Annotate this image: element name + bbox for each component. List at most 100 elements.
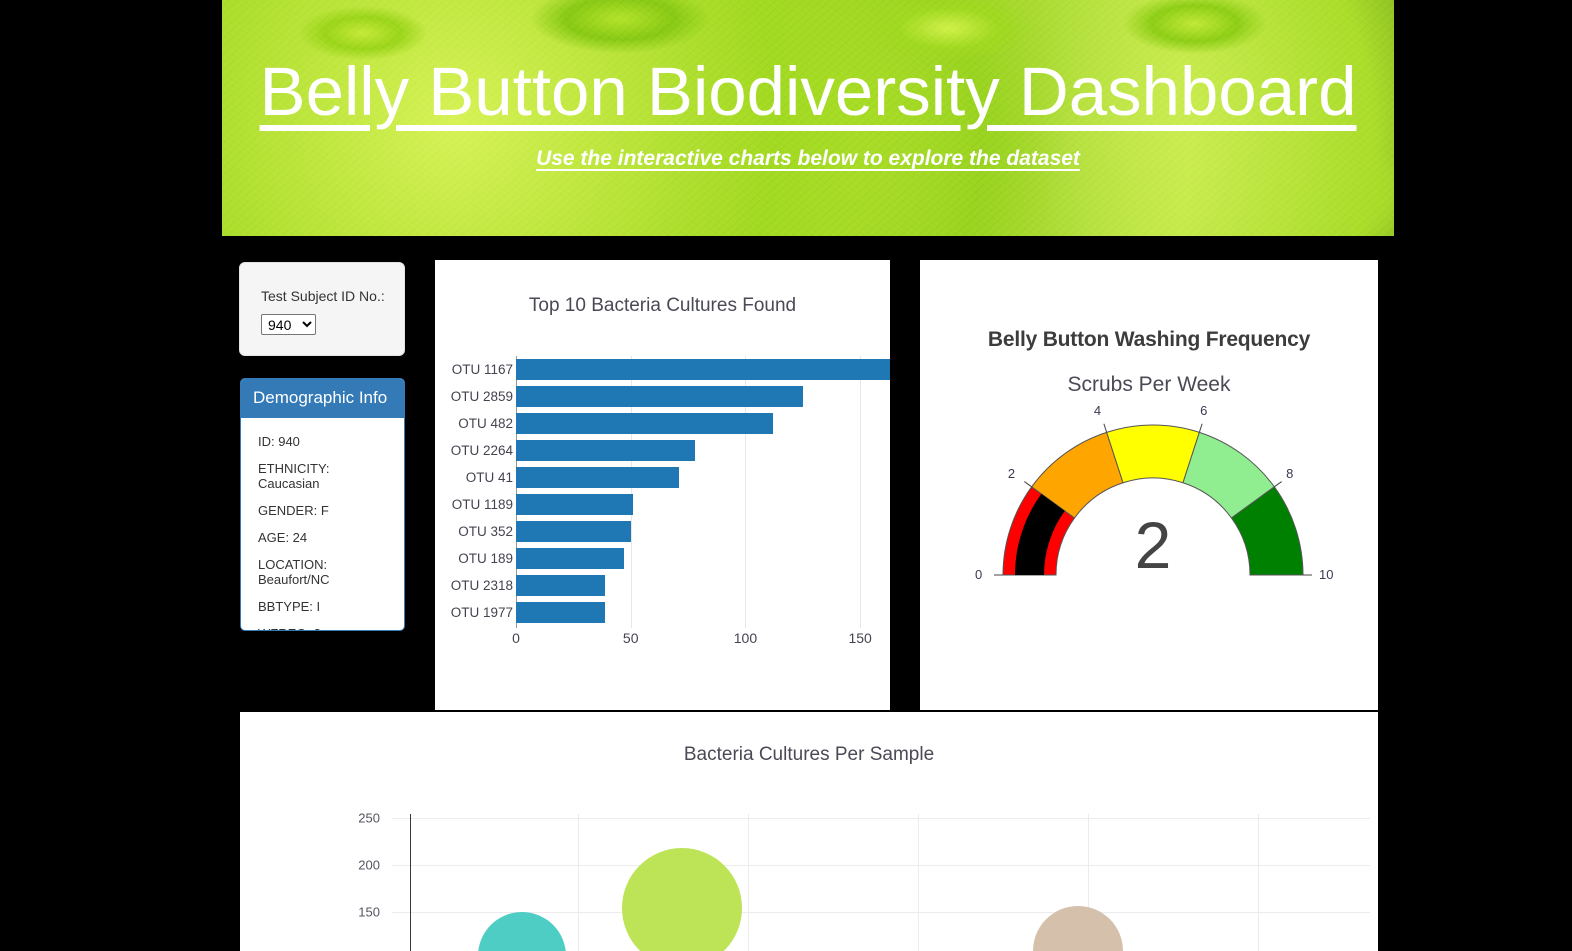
bar-category-label: OTU 2318 <box>450 578 513 593</box>
bar-segment[interactable] <box>516 386 803 407</box>
bubble-chart-title: Bacteria Cultures Per Sample <box>683 744 935 765</box>
bar-chart-title: Top 10 Bacteria Cultures Found <box>528 295 797 316</box>
bubble-y-tick-label: 150 <box>358 904 380 920</box>
bar-track <box>516 356 890 383</box>
gauge-tick-mark <box>1024 481 1032 488</box>
bar-track <box>516 599 890 626</box>
demographic-field: GENDER: F <box>258 503 329 518</box>
gauge-tick-label: 4 <box>1093 403 1102 419</box>
gauge-tick-mark <box>1274 481 1282 488</box>
bar-x-tick-label: 150 <box>848 630 872 646</box>
bar-track <box>516 410 890 437</box>
subject-id-select[interactable]: 940 <box>261 314 316 335</box>
bar-chart-bars: OTU 1167 OTU 2859 OTU 482 OTU 2264 OTU 41 OTU… <box>435 356 890 626</box>
gauge-tick-mark <box>1198 423 1203 433</box>
bubble-vertical-gridline <box>918 814 919 951</box>
bar-chart-row: OTU 1189 <box>435 491 890 518</box>
demographic-info-heading: Demographic Info <box>241 379 404 418</box>
bar-track <box>516 545 890 572</box>
bar-chart-panel: Top 10 Bacteria Cultures Found OTU 1167 O… <box>435 260 890 710</box>
bar-track <box>516 572 890 599</box>
bar-segment[interactable] <box>516 575 606 596</box>
bar-category-label: OTU 2859 <box>450 389 513 404</box>
demographic-field: WFREQ: 2 <box>258 626 390 630</box>
bar-category-label: OTU 1977 <box>450 605 513 620</box>
subject-selector-panel: Test Subject ID No.: 940 <box>239 262 405 356</box>
gauge-value-readout: 2 <box>1134 508 1172 582</box>
bar-category-label: OTU 41 <box>465 470 513 485</box>
bar-chart-row: OTU 2264 <box>435 437 890 464</box>
bar-category-label: OTU 189 <box>458 551 513 566</box>
bar-track <box>516 383 890 410</box>
gauge-tick-label: 6 <box>1200 403 1208 419</box>
bar-chart-row: OTU 2859 <box>435 383 890 410</box>
bar-x-tick-label: 100 <box>733 630 758 646</box>
bar-category-label: OTU 482 <box>458 416 513 431</box>
bar-track <box>516 464 890 491</box>
bar-chart-row: OTU 41 <box>435 464 890 491</box>
gauge-tick-label: 0 <box>975 567 983 582</box>
page-subtitle: Use the interactive charts below to expl… <box>536 147 1080 170</box>
bubble-gridline <box>392 818 1370 819</box>
subject-selector-label: Test Subject ID No.: <box>261 288 385 304</box>
gauge-chart-plot: 2 0 2 4 6 8 10 <box>975 403 1333 610</box>
gauge-tick-label: 10 <box>1319 567 1334 582</box>
gauge-chart-heading: Belly Button Washing Frequency <box>987 328 1311 351</box>
bar-segment[interactable] <box>516 413 773 434</box>
bubble-y-axis <box>410 814 411 951</box>
demographic-info-panel: Demographic Info ID: 940 ETHNICITY: Cauca… <box>240 378 405 631</box>
bubble-vertical-gridline <box>748 814 749 951</box>
gauge-chart-panel: Belly Button Washing Frequency Scrubs Pe… <box>920 260 1378 710</box>
bar-chart-row: OTU 1167 <box>435 356 890 383</box>
bar-segment[interactable] <box>516 548 624 569</box>
demographic-field: LOCATION: Beaufort/NC <box>258 557 330 587</box>
demographic-field: BBTYPE: I <box>258 599 321 614</box>
bar-track <box>516 437 890 464</box>
gauge-dial-icon <box>994 423 1312 576</box>
bar-segment[interactable] <box>516 440 695 461</box>
gauge-tick-label: 8 <box>1286 465 1294 481</box>
bar-chart-row: OTU 482 <box>435 410 890 437</box>
bar-chart-row: OTU 352 <box>435 518 890 545</box>
bar-chart-row: OTU 1977 <box>435 599 890 626</box>
bar-segment[interactable] <box>516 359 890 380</box>
gauge-chart-title: Scrubs Per Week <box>1067 373 1231 396</box>
bubble-vertical-gridline <box>1088 814 1089 951</box>
bar-category-label: OTU 1189 <box>451 497 513 512</box>
bubble-vertical-gridline <box>1258 814 1259 951</box>
bubble-marker[interactable] <box>622 848 742 951</box>
bar-category-label: OTU 2264 <box>450 443 513 458</box>
gauge-step-segment <box>1015 493 1065 575</box>
bar-chart-row: OTU 189 <box>435 545 890 572</box>
bar-chart-row: OTU 2318 <box>435 572 890 599</box>
bar-chart-x-ticks: 0 50 100 150 <box>512 630 890 652</box>
bar-track <box>516 518 890 545</box>
bar-chart-plot: OTU 1167 OTU 2859 OTU 482 OTU 2264 OTU 41 OTU… <box>435 356 890 646</box>
bar-x-tick-label: 0 <box>512 630 520 646</box>
bar-segment[interactable] <box>516 467 679 488</box>
page-title: Belly Button Biodiversity Dashboard <box>259 53 1357 130</box>
gauge-tick-mark <box>1103 423 1108 433</box>
demographic-field: ETHNICITY: Caucasian <box>258 461 330 491</box>
demographic-field: ID: 940 <box>258 434 300 449</box>
bar-segment[interactable] <box>516 521 631 542</box>
bar-chart-y-axis <box>516 356 517 628</box>
bar-segment[interactable] <box>516 494 634 515</box>
bar-segment[interactable] <box>516 602 606 623</box>
bubble-marker[interactable] <box>478 912 566 951</box>
bar-category-label: OTU 352 <box>458 524 513 539</box>
bubble-chart-plot: 150 200 250 <box>240 796 1378 951</box>
bacteria-background-image <box>222 0 1394 236</box>
background-texture-overlay <box>222 0 1394 236</box>
demographic-info-body: ID: 940 ETHNICITY: Caucasian GENDER: F AGE:… <box>241 418 404 630</box>
bar-track <box>516 491 890 518</box>
bubble-y-tick-label: 250 <box>358 810 380 826</box>
bar-category-label: OTU 1167 <box>451 362 513 377</box>
gauge-tick-label: 2 <box>1007 465 1016 481</box>
bubble-gridline <box>392 912 1370 913</box>
bubble-vertical-gridline <box>578 814 579 951</box>
bubble-chart-panel: Bacteria Cultures Per Sample 150 200 250 <box>240 712 1378 951</box>
page-header-banner: Belly Button Biodiversity Dashboard Use … <box>222 0 1394 236</box>
bubble-y-tick-label: 200 <box>358 857 380 873</box>
